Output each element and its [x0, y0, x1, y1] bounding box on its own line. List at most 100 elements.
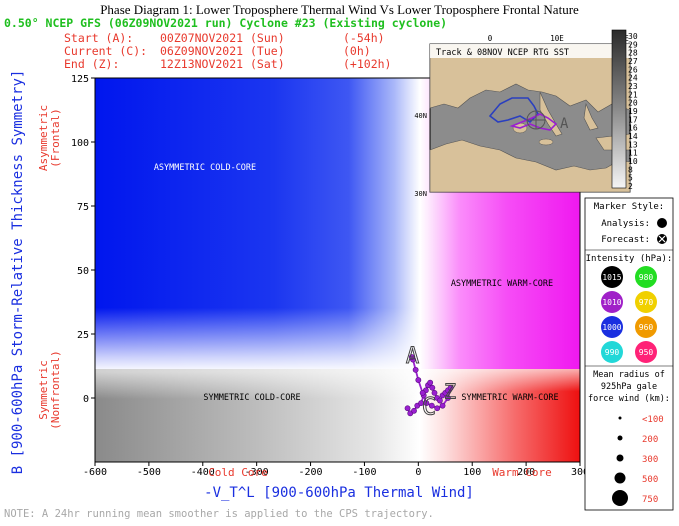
x-tick-label: -600: [83, 467, 107, 478]
start-marker: A: [406, 344, 419, 369]
x-sublabel-warm: Warm Core: [492, 466, 552, 479]
end-date: 12Z13NOV2021 (Sat): [160, 57, 285, 71]
x-sublabel-cold: Cold Core: [208, 466, 268, 479]
intensity-swatch: [635, 316, 657, 338]
sst-scale-label: 24: [628, 74, 638, 83]
intensity-value: 950: [639, 348, 654, 357]
radius-label: 500: [642, 475, 658, 485]
trajectory-point: [415, 377, 422, 383]
start-date: 00Z07NOV2021 (Sun): [160, 31, 285, 45]
trajectory-point: [447, 384, 454, 391]
sst-scale-label: 20: [628, 99, 638, 108]
sst-scale-label: 27: [628, 57, 638, 66]
sst-scale-label: 10: [628, 157, 638, 166]
end-marker: Z: [444, 379, 456, 403]
intensity-value: 980: [639, 273, 654, 282]
y-tick-label: 50: [77, 266, 89, 277]
sst-scale-label: 16: [628, 124, 638, 133]
y-axis-title: B [900-600hPa Storm-Relative Thickness S…: [10, 70, 26, 475]
x-axis-title: -V_T^L [900-600hPa Thermal Wind]: [204, 485, 474, 501]
end-label: End (Z):: [64, 57, 120, 71]
y-tick-label: 125: [71, 74, 89, 85]
x-tick-label: 300: [571, 467, 589, 478]
current-date: 06Z09NOV2021 (Tue): [160, 44, 285, 58]
radius-marker: [618, 416, 622, 420]
analysis-label: Analysis:: [601, 219, 650, 229]
trajectory-point: [419, 389, 426, 396]
map-land-sicily: [538, 138, 554, 146]
sst-colorbar: [611, 29, 627, 189]
intensity-swatch: [635, 291, 657, 313]
map-lat-label: 40N: [414, 112, 427, 120]
radius-label: <100: [642, 415, 664, 425]
map-lon-label: 10E: [550, 34, 564, 43]
map-land-south: [429, 139, 631, 193]
sst-scale-label: 8: [628, 165, 633, 174]
x-tick-label: -100: [352, 467, 376, 478]
intensity-swatch: [635, 341, 657, 363]
trajectory-point: [408, 354, 415, 360]
x-tick-label: 100: [463, 467, 481, 478]
intensity-value: 1010: [602, 298, 621, 307]
x-tick-label: -500: [137, 467, 161, 478]
intensity-swatch: [601, 266, 623, 288]
sst-scale-label: 17: [628, 115, 638, 124]
start-label: Start (A):: [64, 31, 134, 45]
trajectory-point: [445, 395, 451, 401]
intensity-value: 970: [639, 298, 654, 307]
map-title: Track & 08NOV NCEP RTG SST: [436, 48, 569, 58]
trajectory-point: [439, 402, 446, 409]
y-tick-label: 25: [77, 330, 89, 341]
trajectory-point: [412, 366, 419, 373]
intensity-value: 1015: [602, 273, 621, 282]
intensity-swatch: [601, 291, 623, 313]
radius-label: 750: [642, 495, 658, 505]
y-sublabel-asym-a: Asymmetric: [37, 105, 50, 171]
x-tick-label: -300: [245, 467, 269, 478]
x-tick-label: 0: [415, 467, 421, 478]
radius-title: Mean radius of: [593, 370, 665, 380]
radius-label: 200: [642, 435, 658, 445]
intensity-value: 1000: [602, 323, 621, 332]
phase-space-shading: [95, 78, 580, 462]
trajectory-point: [429, 384, 436, 391]
trajectory-point: [436, 397, 443, 404]
label-sym-cold: SYMMETRIC COLD-CORE: [203, 393, 300, 403]
trajectory-point: [427, 379, 434, 386]
x-tick-label: -400: [191, 467, 215, 478]
map-title-bg: [430, 44, 630, 58]
forecast-label: Forecast:: [601, 235, 650, 245]
map-lat-label: 30N: [414, 190, 427, 198]
trajectory-point: [434, 405, 441, 412]
label-asym-cold: ASYMMETRIC COLD-CORE: [154, 163, 256, 173]
y-sublabel-asym-b: (Frontal): [49, 108, 62, 168]
radius-title: 925hPa gale: [601, 382, 657, 392]
y-sublabel-sym-b: (Nonfrontal): [49, 350, 62, 429]
y-sublabel-sym-a: Symmetric: [37, 360, 50, 420]
sst-scale-label: 5: [628, 174, 633, 183]
intensity-value: 960: [639, 323, 654, 332]
current-marker: C: [422, 393, 436, 421]
sst-scale-label: 26: [628, 65, 638, 74]
sst-scale-label: 29: [628, 40, 638, 49]
radius-marker: [617, 435, 623, 441]
trajectory-point: [431, 389, 438, 396]
radius-marker: [616, 454, 624, 462]
current-offset: (0h): [343, 44, 371, 58]
y-tick-label: 100: [71, 138, 89, 149]
cyclone-trajectory: ACZ: [404, 344, 457, 421]
radius-marker: [614, 472, 626, 484]
run-description: 0.50° NCEP GFS (06Z09NOV2021 run) Cyclon…: [4, 16, 448, 30]
trajectory-point: [411, 407, 417, 414]
map-start-marker: A: [560, 116, 569, 132]
radius-label: 300: [642, 455, 658, 465]
map-land-greece: [583, 102, 599, 131]
footnote: NOTE: A 24hr running mean smoother is ap…: [4, 508, 434, 520]
trajectory-point: [423, 400, 430, 407]
track-map-inset: Track & 08NOV NCEP RTG SST 0 10E 20E 40N…: [414, 29, 638, 198]
map-lon-label: 0: [488, 34, 493, 43]
label-sym-warm: SYMMETRIC WARM-CORE: [461, 393, 558, 403]
y-tick-label: 75: [77, 202, 89, 213]
sst-scale-label: 11: [628, 149, 638, 158]
